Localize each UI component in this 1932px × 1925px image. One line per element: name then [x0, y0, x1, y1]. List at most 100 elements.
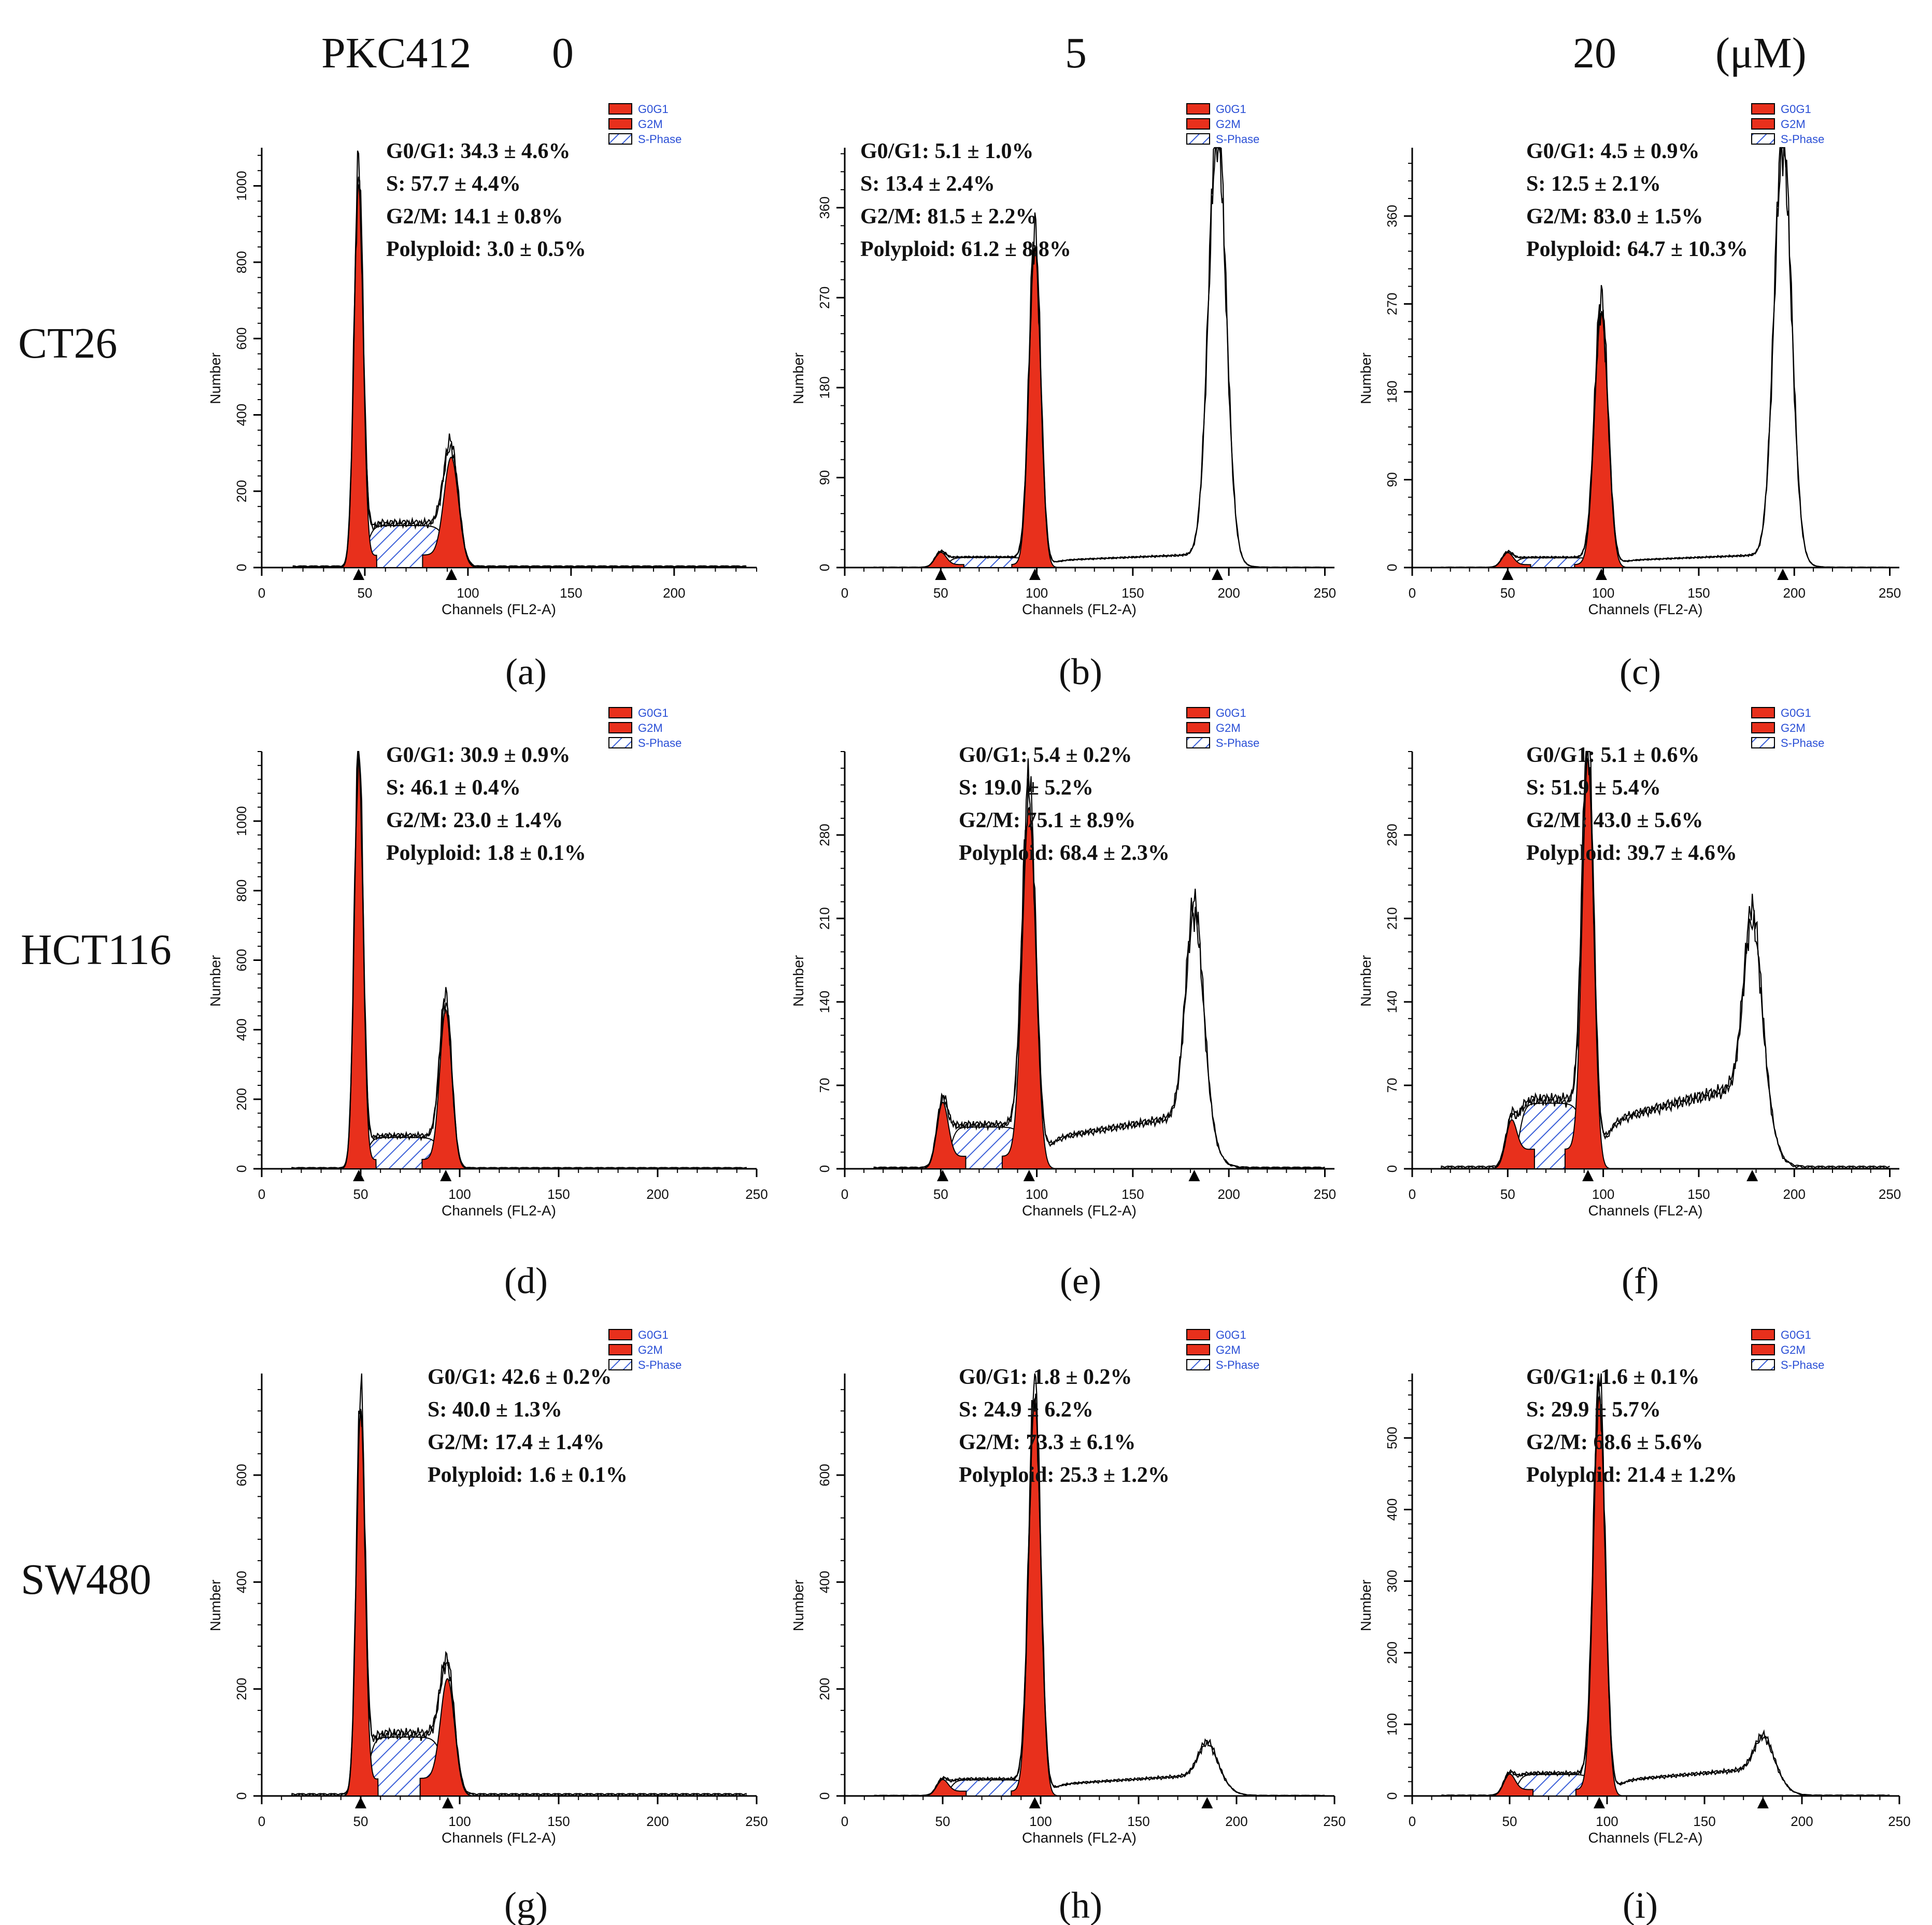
peak-marker — [353, 1170, 365, 1181]
legend-swatch — [1186, 1359, 1210, 1370]
legend-label: G2M — [638, 118, 663, 131]
panel-i: 0 50 100 150 200 250 0 100 200 300 400 500 Channels … — [1358, 1328, 1911, 1925]
peak-marker — [1023, 1170, 1035, 1181]
stat-line: G2/M: 75.1 ± 8.9% — [959, 809, 1136, 832]
peak-marker — [355, 1797, 366, 1808]
x-tick-label: 50 — [353, 1814, 368, 1829]
panel-letter: (f) — [1622, 1260, 1659, 1301]
stat-line: S: 19.0 ± 5.2% — [959, 776, 1093, 800]
stat-line: Polyploid: 68.4 ± 2.3% — [959, 841, 1170, 865]
y-tick-label: 90 — [1384, 472, 1400, 487]
legend-label: G0G1 — [1781, 103, 1811, 116]
y-tick-label: 0 — [1384, 1792, 1400, 1800]
g0g1-peak — [1488, 1119, 1535, 1169]
x-tick-label: 100 — [1596, 1814, 1618, 1829]
stat-line: G0/G1: 4.5 ± 0.9% — [1526, 139, 1700, 163]
peak-marker — [1188, 1170, 1200, 1181]
y-tick-label: 180 — [817, 376, 832, 399]
y-tick-label: 210 — [817, 907, 832, 929]
y-tick-label: 180 — [1384, 380, 1400, 403]
y-axis-title: Number — [1358, 1580, 1374, 1632]
stat-line: S: 24.9 ± 6.2% — [959, 1398, 1093, 1422]
x-axis-title: Channels (FL2-A) — [1588, 1830, 1703, 1846]
legend-swatch — [1751, 1329, 1775, 1340]
x-tick-label: 200 — [1217, 1186, 1240, 1202]
panel-b: 0 50 100 150 200 250 0 90 180 270 360 Channels (FL2… — [790, 103, 1336, 692]
legend-label: G2M — [638, 1343, 663, 1356]
panel-a: 0 50 100 150 200 0 200 400 600 800 1000 Channels (F… — [207, 103, 757, 692]
row-label-sw480: SW480 — [21, 1555, 151, 1604]
data-trace — [292, 150, 747, 569]
legend-swatch — [1751, 707, 1775, 718]
peak-marker — [1746, 1170, 1758, 1181]
y-tick-label: 200 — [817, 1678, 832, 1700]
legend-swatch — [608, 707, 632, 718]
g0g1-peak — [339, 183, 378, 568]
g2m-peak — [1001, 806, 1057, 1169]
legend-label: G2M — [1781, 1343, 1806, 1356]
stat-line: G2/M: 68.6 ± 5.6% — [1526, 1431, 1703, 1454]
y-tick-label: 0 — [234, 1792, 249, 1800]
stat-line: G2/M: 81.5 ± 2.2% — [860, 205, 1038, 229]
x-tick-label: 50 — [935, 1814, 950, 1829]
peak-marker — [440, 1170, 452, 1181]
g2m-peak — [419, 1678, 477, 1796]
stat-line: Polyploid: 3.0 ± 0.5% — [386, 237, 586, 261]
x-axis-title: Channels (FL2-A) — [1022, 1202, 1137, 1219]
panel-letter: (d) — [504, 1260, 548, 1301]
y-tick-label: 100 — [1384, 1713, 1400, 1735]
legend-label: G0G1 — [638, 103, 669, 116]
x-tick-label: 250 — [1888, 1814, 1910, 1829]
legend-swatch — [1751, 133, 1775, 145]
x-tick-label: 100 — [448, 1186, 471, 1202]
x-tick-label: 200 — [646, 1186, 669, 1202]
panel-h: 0 50 100 150 200 250 0 200 400 600 Channels (FL2-A… — [790, 1328, 1346, 1925]
stat-line: G0/G1: 5.1 ± 0.6% — [1526, 743, 1700, 767]
peak-marker — [1029, 569, 1041, 580]
peak-marker — [1201, 1797, 1213, 1808]
g0g1-peak — [340, 758, 377, 1169]
stat-line: G0/G1: 1.6 ± 0.1% — [1526, 1365, 1700, 1389]
x-tick-label: 250 — [1314, 1186, 1336, 1202]
data-trace — [874, 1373, 1325, 1797]
legend-label: G0G1 — [638, 706, 669, 719]
panel-letter: (c) — [1620, 651, 1661, 692]
panel-letter: (e) — [1060, 1260, 1101, 1301]
y-tick-label: 600 — [817, 1464, 832, 1486]
legend-swatch — [1186, 737, 1210, 748]
peak-marker — [935, 569, 947, 580]
y-tick-label: 200 — [234, 1678, 249, 1700]
legend-label: G0G1 — [1781, 1328, 1811, 1341]
x-tick-label: 0 — [258, 585, 265, 601]
header-compound: PKC412 — [321, 29, 471, 77]
y-tick-label: 200 — [1384, 1641, 1400, 1664]
y-axis-title: Number — [1358, 352, 1374, 404]
y-tick-label: 0 — [817, 1792, 832, 1800]
y-tick-label: 360 — [1384, 205, 1400, 227]
stat-line: G2/M: 17.4 ± 1.4% — [428, 1431, 605, 1454]
legend-swatch — [1186, 1344, 1210, 1355]
legend-swatch — [1186, 103, 1210, 115]
peak-marker — [1593, 1797, 1605, 1808]
legend-swatch — [1186, 118, 1210, 130]
stat-line: Polyploid: 21.4 ± 1.2% — [1526, 1463, 1737, 1487]
x-tick-label: 0 — [1409, 1814, 1416, 1829]
y-tick-label: 210 — [1384, 907, 1400, 929]
peak-marker — [937, 1170, 948, 1181]
x-tick-label: 250 — [745, 1186, 768, 1202]
legend-label: S-Phase — [1781, 1358, 1824, 1371]
legend-swatch — [608, 1329, 632, 1340]
peak-marker — [1595, 569, 1607, 580]
x-tick-label: 50 — [1500, 1186, 1515, 1202]
y-tick-label: 600 — [234, 949, 249, 971]
y-tick-label: 140 — [1384, 990, 1400, 1013]
peak-marker — [1757, 1797, 1769, 1808]
x-tick-label: 200 — [1217, 585, 1240, 601]
legend-label: G0G1 — [1216, 1328, 1246, 1341]
x-tick-label: 200 — [646, 1814, 669, 1829]
x-tick-label: 150 — [1121, 585, 1144, 601]
stat-line: G0/G1: 5.1 ± 1.0% — [860, 139, 1034, 163]
x-tick-label: 50 — [933, 585, 948, 601]
legend-label: S-Phase — [638, 737, 681, 749]
y-tick-label: 400 — [234, 1018, 249, 1041]
